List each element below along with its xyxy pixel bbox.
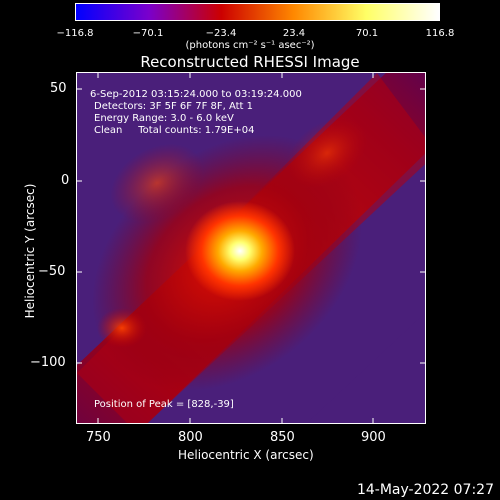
flare-image: 6-Sep-2012 03:15:24.000 to 03:19:24.000 … (76, 72, 426, 424)
x-axis-label: Heliocentric X (arcsec) (178, 448, 314, 462)
colorbar-tick: −23.4 (205, 28, 237, 39)
time-range: 6-Sep-2012 03:15:24.000 to 03:19:24.000 (90, 89, 302, 100)
clean-counts: Clean Total counts: 1.79E+04 (94, 125, 255, 136)
colorbar-tick: 116.8 (425, 28, 455, 39)
colorbar-tick: 70.1 (355, 28, 379, 39)
colorbar (75, 3, 440, 21)
flare-heatmap (77, 73, 425, 423)
y-tick-label: −50 (38, 264, 66, 279)
y-tick-label: 0 (61, 173, 70, 188)
colorbar-tick: −70.1 (132, 28, 164, 39)
detectors: Detectors: 3F 5F 6F 7F 8F, Att 1 (94, 101, 254, 112)
x-tick-label: 800 (178, 430, 203, 445)
image-title: Reconstructed RHESSI Image (140, 53, 360, 71)
energy-range: Energy Range: 3.0 - 6.0 keV (94, 113, 234, 124)
y-tick-label: 50 (50, 81, 67, 96)
peak-position: Position of Peak = [828,-39] (94, 399, 234, 410)
timestamp: 14-May-2022 07:27 (356, 482, 494, 498)
y-axis-label: Heliocentric Y (arcsec) (23, 183, 37, 319)
colorbar-units: (photons cm⁻² s⁻¹ asec⁻²) (185, 40, 315, 51)
x-tick-label: 900 (361, 430, 386, 445)
colorbar-tick: 23.4 (282, 28, 306, 39)
y-tick-label: −100 (30, 355, 66, 370)
x-tick-label: 850 (270, 430, 295, 445)
x-tick-label: 750 (86, 430, 111, 445)
colorbar-tick: −116.8 (56, 28, 94, 39)
